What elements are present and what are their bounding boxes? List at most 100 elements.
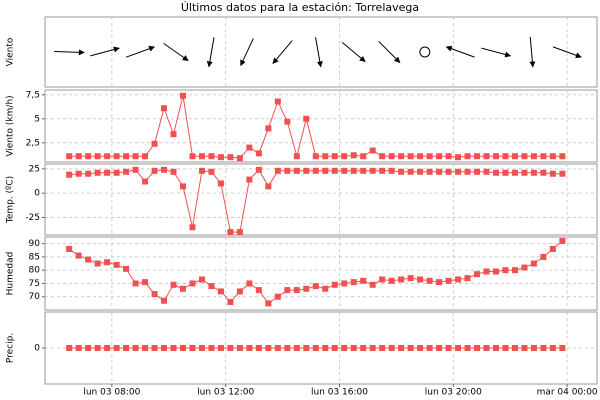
point-marker xyxy=(417,276,424,283)
point-marker xyxy=(483,168,490,175)
point-marker xyxy=(198,276,205,283)
point-marker xyxy=(407,168,414,175)
point-marker xyxy=(502,153,509,160)
wind-arrow xyxy=(206,37,215,68)
point-marker xyxy=(417,345,424,351)
point-marker xyxy=(189,280,196,287)
wind-arrow xyxy=(529,37,536,68)
point-marker xyxy=(549,245,556,252)
point-marker xyxy=(445,168,452,175)
y-tick-label: 90 xyxy=(29,239,41,249)
point-marker xyxy=(492,268,499,275)
point-marker xyxy=(246,144,253,151)
point-marker xyxy=(559,345,566,351)
point-marker xyxy=(521,345,528,351)
wind-arrow xyxy=(552,46,582,59)
point-marker xyxy=(284,287,291,294)
point-marker xyxy=(511,345,518,351)
point-marker xyxy=(559,170,566,177)
point-marker xyxy=(170,281,177,288)
point-marker xyxy=(341,167,348,174)
point-marker xyxy=(217,288,224,295)
point-marker xyxy=(66,345,73,351)
point-marker xyxy=(142,178,149,185)
point-marker xyxy=(217,180,224,187)
point-marker xyxy=(255,166,262,173)
point-marker xyxy=(426,153,433,160)
point-marker xyxy=(236,155,243,162)
point-marker xyxy=(161,166,168,173)
point-marker xyxy=(492,169,499,176)
point-marker xyxy=(455,154,462,161)
point-marker xyxy=(331,153,338,160)
point-marker xyxy=(75,345,82,351)
point-marker xyxy=(170,168,177,175)
point-marker xyxy=(113,345,120,351)
chart-title: Últimos datos para la estación: Torrelav… xyxy=(181,1,419,14)
point-marker xyxy=(255,345,262,351)
point-marker xyxy=(398,153,405,160)
point-marker xyxy=(66,245,73,252)
point-marker xyxy=(85,170,92,177)
y-tick-label: 5 xyxy=(34,114,40,124)
point-marker xyxy=(492,345,499,351)
point-marker xyxy=(123,168,130,175)
point-marker xyxy=(530,345,537,351)
point-marker xyxy=(104,345,111,351)
y-tick-label: 0 xyxy=(34,189,40,199)
point-marker xyxy=(350,345,357,351)
point-marker xyxy=(132,166,139,173)
panel xyxy=(44,236,598,311)
y-tick-label: 2,5 xyxy=(26,138,40,148)
point-marker xyxy=(246,345,253,351)
point-marker xyxy=(549,170,556,177)
y-tick-label: 85 xyxy=(29,252,40,262)
point-marker xyxy=(511,153,518,160)
point-marker xyxy=(284,118,291,125)
point-marker xyxy=(341,345,348,351)
point-marker xyxy=(360,345,367,351)
point-marker xyxy=(227,299,234,306)
point-marker xyxy=(274,293,281,300)
point-marker xyxy=(388,167,395,174)
point-marker xyxy=(331,345,338,351)
point-marker xyxy=(94,345,101,351)
point-marker xyxy=(388,277,395,284)
point-marker xyxy=(502,169,509,176)
point-marker xyxy=(312,283,319,290)
y-tick-label: 25 xyxy=(29,164,40,174)
point-marker xyxy=(198,345,205,351)
point-marker xyxy=(208,345,215,351)
y-tick-label: 0 xyxy=(34,344,40,354)
point-marker xyxy=(274,167,281,174)
point-marker xyxy=(379,345,386,351)
point-marker xyxy=(132,280,139,287)
point-marker xyxy=(293,287,300,294)
point-marker xyxy=(322,285,329,292)
point-marker xyxy=(521,264,528,271)
point-marker xyxy=(312,167,319,174)
point-marker xyxy=(398,276,405,283)
point-marker xyxy=(217,154,224,161)
point-marker xyxy=(436,168,443,175)
point-marker xyxy=(398,168,405,175)
point-marker xyxy=(85,256,92,263)
point-marker xyxy=(236,229,243,236)
point-marker xyxy=(426,277,433,284)
point-marker xyxy=(255,150,262,157)
point-marker xyxy=(142,345,149,351)
point-marker xyxy=(161,345,168,351)
point-marker xyxy=(341,153,348,160)
point-marker xyxy=(540,153,547,160)
wind-arrow xyxy=(126,45,155,58)
point-marker xyxy=(474,345,481,351)
point-marker xyxy=(255,287,262,294)
point-marker xyxy=(474,271,481,278)
point-marker xyxy=(75,252,82,259)
point-marker xyxy=(113,261,120,268)
point-marker xyxy=(464,345,471,351)
point-marker xyxy=(369,167,376,174)
point-marker xyxy=(303,345,310,351)
point-marker xyxy=(293,345,300,351)
